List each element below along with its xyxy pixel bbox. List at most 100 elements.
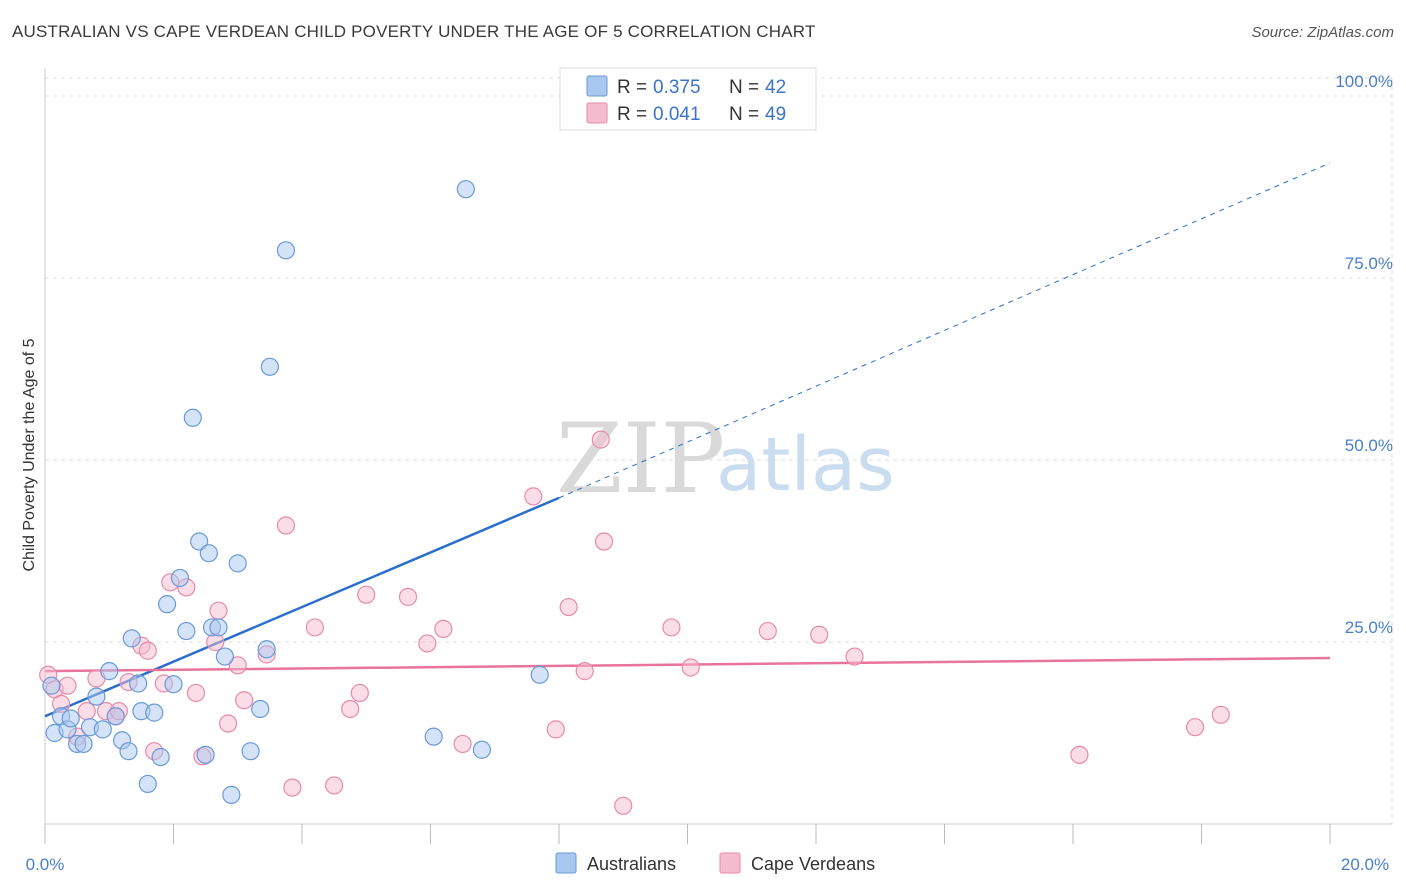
point-australians bbox=[424, 727, 443, 746]
point-cape-verdeans bbox=[77, 702, 96, 721]
point-cape-verdeans bbox=[219, 714, 238, 733]
point-australians bbox=[472, 740, 491, 759]
point-cape-verdeans bbox=[283, 778, 302, 797]
x-tick-label: 0.0% bbox=[26, 855, 65, 874]
legend-r-label: R = bbox=[617, 77, 647, 98]
point-australians bbox=[119, 742, 138, 761]
point-australians bbox=[61, 709, 80, 728]
point-cape-verdeans bbox=[305, 618, 324, 637]
y-tick-label: 75.0% bbox=[1345, 254, 1393, 273]
point-australians bbox=[93, 720, 112, 739]
point-cape-verdeans bbox=[341, 699, 360, 719]
bottom-legend-australians: Australians bbox=[587, 854, 676, 874]
point-australians bbox=[251, 699, 270, 719]
y-tick-label: 25.0% bbox=[1345, 618, 1393, 637]
point-cape-verdeans bbox=[559, 597, 578, 617]
bottom-legend-swatch-cape-verdeans bbox=[719, 852, 741, 874]
watermark-zip: ZIP bbox=[556, 403, 725, 515]
point-australians bbox=[129, 674, 148, 693]
point-cape-verdeans bbox=[325, 776, 344, 795]
point-cape-verdeans bbox=[614, 796, 633, 815]
point-australians bbox=[228, 554, 247, 573]
point-australians bbox=[170, 568, 190, 588]
point-australians bbox=[100, 662, 119, 681]
point-cape-verdeans bbox=[418, 634, 437, 653]
trend-line-australians-extension bbox=[558, 162, 1331, 499]
point-cape-verdeans bbox=[1070, 745, 1089, 764]
legend-r-value: 0.041 bbox=[653, 104, 701, 125]
point-cape-verdeans bbox=[453, 734, 472, 754]
chart-title: AUSTRALIAN VS CAPE VERDEAN CHILD POVERTY… bbox=[12, 22, 816, 41]
point-cape-verdeans bbox=[758, 621, 777, 641]
point-cape-verdeans bbox=[591, 430, 610, 449]
y-tick-labels: 25.0% 50.0% 75.0% 100.0% bbox=[1335, 72, 1393, 637]
correlation-legend: R = 0.375 N = 42 R = 0.041 N = 49 bbox=[559, 67, 817, 131]
y-tick-label: 50.0% bbox=[1345, 436, 1393, 455]
point-australians bbox=[257, 640, 276, 659]
x-tick-label: 20.0% bbox=[1341, 855, 1389, 874]
point-australians bbox=[241, 742, 260, 761]
point-australians bbox=[215, 647, 234, 666]
point-cape-verdeans bbox=[235, 691, 254, 710]
point-australians bbox=[199, 544, 218, 563]
legend-r-label: R = bbox=[617, 104, 647, 125]
point-australians bbox=[183, 408, 202, 427]
point-australians bbox=[145, 703, 164, 722]
point-cape-verdeans bbox=[228, 656, 247, 675]
point-cape-verdeans bbox=[138, 641, 157, 660]
watermark: ZIP atlas bbox=[556, 403, 895, 515]
point-australians bbox=[157, 595, 177, 614]
legend-r-value: 0.375 bbox=[653, 77, 701, 98]
data-points bbox=[39, 180, 1230, 815]
point-cape-verdeans bbox=[1185, 718, 1205, 737]
legend-swatch-cape-verdeans bbox=[586, 102, 608, 124]
point-cape-verdeans bbox=[810, 625, 829, 644]
point-australians bbox=[209, 618, 228, 637]
point-cape-verdeans bbox=[662, 618, 681, 637]
point-australians bbox=[260, 357, 279, 376]
point-cape-verdeans bbox=[357, 585, 376, 604]
point-cape-verdeans bbox=[681, 658, 700, 677]
point-australians bbox=[177, 621, 196, 641]
legend-swatch-australians bbox=[586, 75, 608, 97]
series-legend: Australians Cape Verdeans bbox=[555, 852, 875, 874]
legend-n-label: N = bbox=[729, 104, 759, 125]
y-tick-label: 100.0% bbox=[1335, 72, 1393, 91]
y-axis-label: Child Poverty Under the Age of 5 bbox=[21, 338, 38, 571]
legend-n-value: 42 bbox=[765, 77, 786, 98]
x-tick-labels: 0.0% 20.0% bbox=[26, 855, 1389, 874]
watermark-atlas: atlas bbox=[716, 422, 895, 508]
point-cape-verdeans bbox=[575, 662, 594, 681]
point-australians bbox=[106, 707, 125, 726]
point-cape-verdeans bbox=[1211, 705, 1230, 724]
point-australians bbox=[122, 629, 141, 648]
bottom-legend-cape-verdeans: Cape Verdeans bbox=[751, 854, 875, 874]
point-cape-verdeans bbox=[186, 683, 206, 703]
point-cape-verdeans bbox=[434, 619, 453, 638]
point-australians bbox=[164, 675, 183, 694]
axes bbox=[44, 68, 1392, 844]
point-australians bbox=[456, 180, 475, 199]
point-australians bbox=[138, 774, 157, 794]
source-note: Source: ZipAtlas.com bbox=[1251, 24, 1394, 41]
point-australians bbox=[190, 532, 209, 551]
bottom-legend-swatch-australians bbox=[555, 852, 577, 874]
point-cape-verdeans bbox=[594, 532, 614, 551]
point-cape-verdeans bbox=[276, 516, 296, 535]
point-australians bbox=[42, 676, 61, 695]
point-cape-verdeans bbox=[398, 587, 418, 606]
point-australians bbox=[151, 747, 170, 767]
point-cape-verdeans bbox=[58, 676, 77, 695]
point-australians bbox=[196, 745, 215, 764]
point-australians bbox=[276, 241, 296, 260]
legend-n-value: 49 bbox=[765, 104, 786, 125]
point-australians bbox=[74, 734, 93, 754]
point-cape-verdeans bbox=[209, 601, 228, 620]
point-cape-verdeans bbox=[350, 683, 369, 703]
point-cape-verdeans bbox=[845, 647, 864, 666]
point-australians bbox=[222, 785, 241, 804]
point-australians bbox=[530, 665, 549, 684]
legend-n-label: N = bbox=[729, 77, 759, 98]
point-cape-verdeans bbox=[546, 720, 565, 739]
